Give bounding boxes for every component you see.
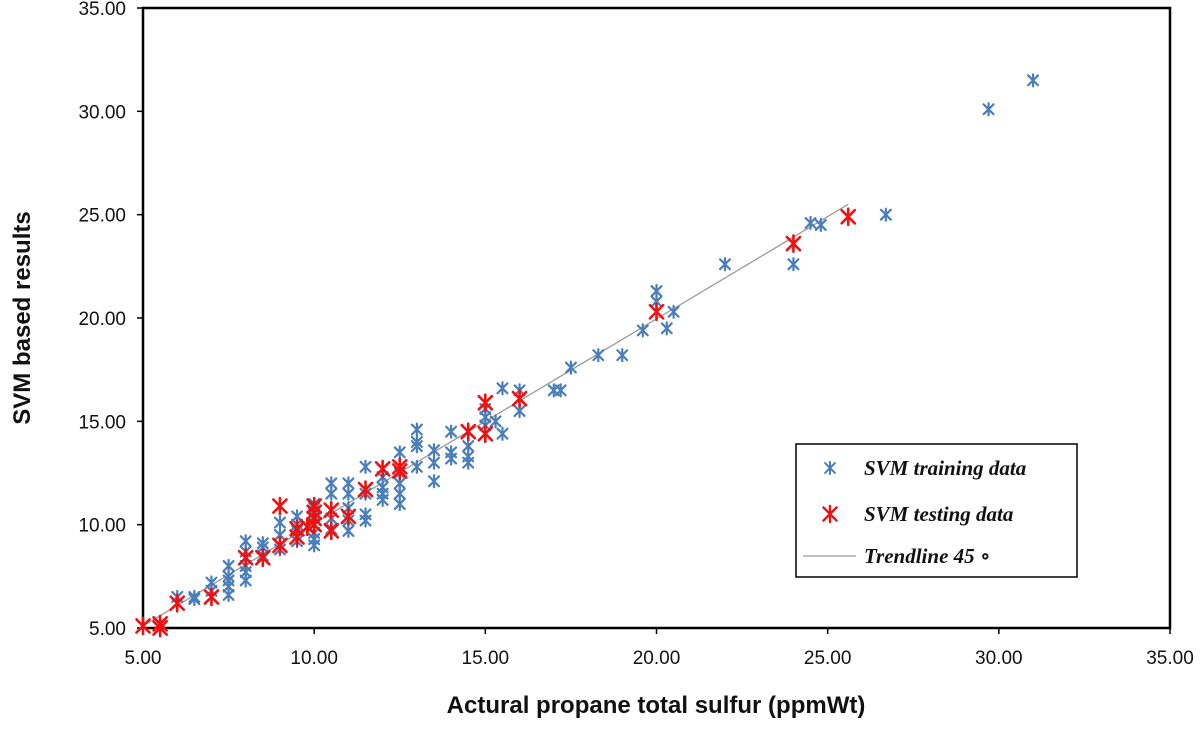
x-tick-label: 35.00 [1146,648,1194,669]
x-tick-label: 25.00 [804,648,852,669]
testing-point [511,389,528,408]
testing-point [306,509,323,528]
testing-point [477,393,494,413]
training-point [496,426,509,441]
testing-point [272,536,288,555]
training-point [222,558,235,574]
training-point [393,496,406,512]
training-point [427,455,441,470]
testing-point [323,500,340,520]
training-point [660,321,673,336]
training-point [359,459,372,474]
legend-label-testing: SVM testing data [864,502,1013,526]
legend-marker-training [824,461,836,475]
testing-point [152,618,168,638]
testing-point [460,422,477,441]
testing-point [340,507,357,526]
training-point [222,587,235,603]
training-point [879,207,892,222]
training-point [462,455,475,470]
y-tick-label: 15.00 [78,412,126,433]
training-point [222,573,235,588]
x-tick-label: 10.00 [290,648,338,669]
y-tick-label: 25.00 [78,206,126,227]
x-axis-title: Actural propane total sulfur (ppmWt) [447,692,866,719]
x-tick-label: 15.00 [462,648,510,669]
testing-point [648,302,665,322]
testing-point [169,593,186,613]
x-tick-label: 30.00 [975,648,1023,669]
training-point [325,486,338,501]
training-point [564,360,577,375]
training-point [982,102,995,117]
testing-point [272,496,288,516]
training-point [616,348,629,363]
training-point [410,459,423,474]
testing-point [357,480,374,499]
training-point [445,424,458,439]
testing-point [785,234,802,253]
legend-star-testing [822,504,838,524]
legend-box [795,443,1078,578]
y-tick-label: 20.00 [78,309,126,330]
training-point [1027,73,1040,88]
training-point [427,443,441,458]
training-point [804,215,817,231]
y-axis-ticks: 5.00 10.00 15.00 20.00 25.00 30.00 35.00 [78,0,143,640]
training-point [787,257,800,272]
y-tick-label: 30.00 [78,102,126,123]
testing-point [254,548,271,568]
training-point [188,591,201,607]
training-point [256,536,269,551]
training-point [393,445,406,460]
testing-point [374,459,391,479]
training-point [410,422,423,437]
y-axis-title: SVM based results [9,211,36,424]
testing-point [323,521,340,541]
training-point [554,383,567,398]
testing-point [391,461,408,481]
training-point [342,523,355,538]
legend-label-training: SVM training data [864,456,1026,480]
legend: SVM training data SVM testing data Trend… [795,443,1078,578]
testing-point [477,424,494,444]
training-point [376,492,389,507]
training-point [427,474,441,489]
testing-point [840,207,857,227]
y-tick-label: 35.00 [78,0,126,20]
testing-point [135,616,151,636]
legend-label-trendline: Trendline 45 ∘ [864,544,991,568]
x-tick-label: 20.00 [633,648,681,669]
training-point [239,573,252,588]
training-point [814,217,827,233]
training-point [359,513,372,528]
training-point [718,257,731,272]
testing-point [203,587,220,607]
y-tick-label: 5.00 [89,619,126,640]
training-point [308,532,321,547]
training-point [342,486,355,501]
training-point [496,381,509,396]
x-tick-label: 5.00 [125,648,162,669]
y-tick-label: 10.00 [78,516,126,537]
x-axis-ticks: 5.00 10.00 15.00 20.00 25.00 30.00 35.00 [125,628,1194,669]
training-point [489,414,502,429]
training-point [667,304,680,319]
training-point [445,451,458,466]
training-point [410,439,423,454]
legend-star-training [824,461,836,475]
training-point [636,323,649,338]
training-point [592,348,605,363]
legend-marker-testing [822,504,838,524]
testing-points [135,207,857,638]
training-point [273,515,286,530]
testing-point [237,548,254,568]
